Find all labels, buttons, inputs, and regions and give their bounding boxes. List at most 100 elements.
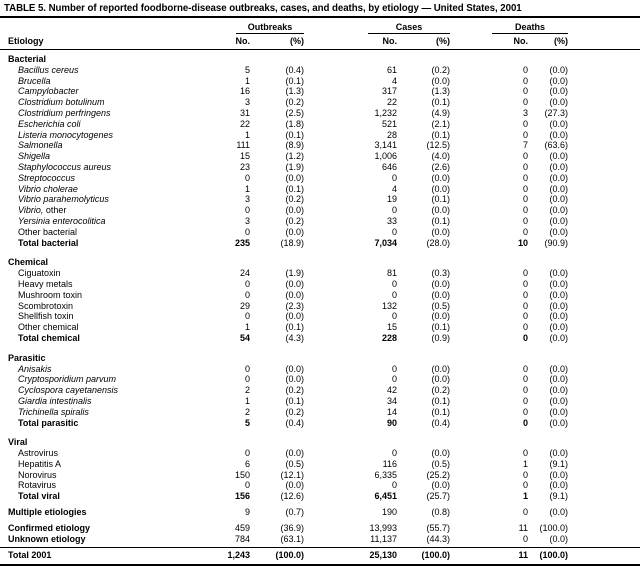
value-cell: (2.5) [285, 107, 304, 118]
value-cell: (0.0) [549, 332, 569, 343]
value-cell: (0.0) [431, 374, 450, 385]
value-cell: 3 [244, 194, 250, 205]
value-cell: (0.1) [431, 406, 450, 417]
value-cell: 2 [244, 406, 250, 417]
value-cell: 132 [381, 300, 397, 311]
value-cell: (0.0) [285, 172, 304, 183]
table-row: Mushroom toxin 0 (0.0) 0 (0.0) 0 (0.0) [0, 290, 640, 301]
value-cell: 22 [386, 97, 397, 108]
value-cell: (0.0) [549, 64, 569, 75]
value-cell: 317 [381, 86, 397, 97]
value-cell: 0 [522, 151, 528, 162]
value-cell: 28 [386, 129, 397, 140]
value-cell: 1,243 [200, 547, 250, 567]
value-cell: (0.0) [285, 374, 304, 385]
value-cell: 11 [450, 547, 528, 567]
etiology-cell: Brucella [18, 75, 51, 86]
value-cell: (0.0) [431, 205, 450, 216]
value-cell: (2.3) [285, 300, 304, 311]
value-cell: (25.7) [426, 491, 450, 502]
table-row: Listeria monocytogenes 1 (0.1) 28 (0.1) 0 (0.0… [0, 130, 640, 141]
value-cell: 0 [522, 226, 528, 237]
etiology-column-header: Etiology [0, 34, 200, 50]
value-cell: 0 [244, 205, 250, 216]
value-cell: 0 [522, 374, 528, 385]
value-cell: 90 [386, 417, 397, 428]
value-cell: (0.0) [285, 289, 304, 300]
value-cell: 646 [381, 161, 397, 172]
etiology-cell: Trichinella spiralis [18, 406, 89, 417]
value-cell: (0.0) [549, 480, 569, 491]
value-cell: 150 [234, 469, 250, 480]
value-cell: 9 [244, 507, 250, 518]
value-cell: 31 [239, 107, 250, 118]
table-row: Norovirus 150 (12.1) 6,335 (25.2) 0 (0.0) [0, 470, 640, 481]
value-cell: 228 [381, 332, 397, 343]
value-cell: 1 [244, 322, 250, 333]
value-cell: (0.0) [549, 75, 569, 86]
table-row: Unknown etiology 784 (63.1) 11,137 (44.3) 0 (0… [0, 534, 640, 545]
table-row: Brucella 1 (0.1) 4 (0.0) 0 (0.0) [0, 76, 640, 87]
etiology-cell: Other chemical [18, 322, 79, 333]
value-cell: 0 [522, 215, 528, 226]
value-cell: (1.9) [285, 161, 304, 172]
value-cell: 0 [391, 278, 397, 289]
table-body: Bacterial Bacillus cereus 5 (0.4) 61 (0.2) 0 (0… [0, 50, 640, 567]
value-cell: (0.2) [285, 215, 304, 226]
value-cell: (0.0) [431, 363, 450, 374]
value-cell: (0.2) [285, 97, 304, 108]
value-cell: (0.0) [285, 311, 304, 322]
table-row: Hepatitis A 6 (0.5) 116 (0.5) 1 (9.1) [0, 459, 640, 470]
value-cell: 0 [391, 311, 397, 322]
table-row: Trichinella spiralis 2 (0.2) 14 (0.1) 0 (0.0) [0, 407, 640, 418]
value-cell: (0.0) [549, 363, 569, 374]
value-cell: 6 [244, 458, 250, 469]
value-cell: 3 [244, 97, 250, 108]
value-cell: 1 [244, 129, 250, 140]
value-cell: (0.0) [549, 194, 569, 205]
value-cell: (0.4) [431, 417, 450, 428]
table-row: Total bacterial 235 (18.9) 7,034 (28.0) 10 (90… [0, 238, 640, 249]
value-cell: (0.8) [431, 507, 450, 518]
value-cell: (0.0) [285, 226, 304, 237]
etiology-cell: Vibrio parahemolyticus [18, 194, 109, 205]
value-cell: 0 [522, 469, 528, 480]
table-row: Cyclospora cayetanensis 2 (0.2) 42 (0.2) 0 (0.… [0, 385, 640, 396]
table-row: Confirmed etiology 459 (36.9) 13,993 (55.7) 1… [0, 523, 640, 534]
value-cell: (0.1) [431, 129, 450, 140]
value-cell: (100.0) [397, 547, 450, 567]
value-cell: 1 [244, 183, 250, 194]
column-group-row: Outbreaks Cases Deaths [0, 18, 640, 34]
value-cell: 7 [522, 140, 528, 151]
value-cell: 0 [391, 480, 397, 491]
table-row: Anisakis 0 (0.0) 0 (0.0) 0 (0.0) [0, 364, 640, 375]
value-cell: (0.0) [549, 226, 569, 237]
value-cell: 784 [234, 533, 250, 544]
value-cell: (1.8) [285, 118, 304, 129]
table-row: Shellfish toxin 0 (0.0) 0 (0.0) 0 (0.0) [0, 311, 640, 322]
table-row: Total parasitic 5 (0.4) 90 (0.4) 0 (0.0) [0, 418, 640, 429]
etiology-cell: Vibrio cholerae [18, 183, 78, 194]
table-row: Ciguatoxin 24 (1.9) 81 (0.3) 0 (0.0) [0, 268, 640, 279]
value-cell: (2.6) [431, 161, 450, 172]
value-cell: 0 [244, 172, 250, 183]
value-cell: 190 [381, 507, 397, 518]
value-cell: 0 [522, 183, 528, 194]
etiology-cell: Ciguatoxin [18, 268, 61, 279]
value-cell: 1,232 [374, 107, 397, 118]
value-cell: (1.3) [431, 86, 450, 97]
value-cell: (0.1) [285, 322, 304, 333]
etiology-cell: Giardia intestinalis [18, 395, 92, 406]
value-cell: 3 [244, 215, 250, 226]
value-cell: (0.2) [431, 385, 450, 396]
value-cell: (0.5) [431, 458, 450, 469]
section-header: Bacterial [8, 54, 47, 64]
column-subheader-row: Etiology No. (%) No. (%) No. (%) [0, 34, 640, 50]
value-cell: (0.1) [285, 395, 304, 406]
value-cell: (0.0) [431, 183, 450, 194]
value-cell: (0.1) [431, 395, 450, 406]
table-row: Scombrotoxin 29 (2.3) 132 (0.5) 0 (0.0) [0, 301, 640, 312]
value-cell: 0 [391, 448, 397, 459]
table-row: Staphylococcus aureus 23 (1.9) 646 (2.6) 0 (0.… [0, 162, 640, 173]
value-cell: (0.2) [285, 385, 304, 396]
